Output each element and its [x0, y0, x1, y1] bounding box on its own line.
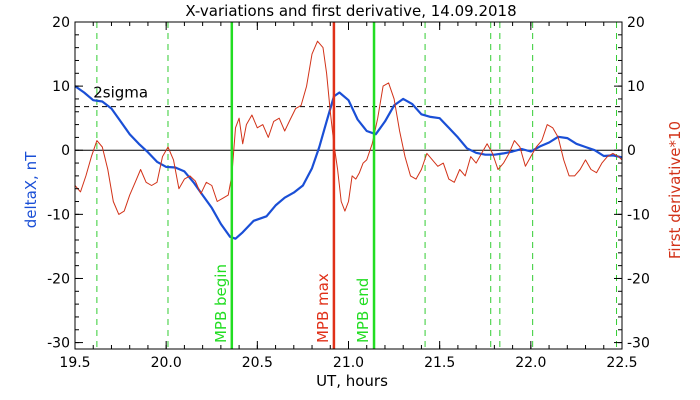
mpb-label-mpb-end: MPB end	[354, 278, 372, 343]
chart-title: X-variations and first derivative, 14.09…	[185, 2, 516, 20]
x-tick-label: 22.5	[606, 355, 637, 371]
mpb-label-mpb-max: MPB max	[314, 273, 332, 343]
y-tick-label-left: 10	[52, 79, 70, 95]
x-tick-label: 20.0	[151, 355, 182, 371]
y-tick-label-left: 20	[52, 15, 70, 31]
y-tick-label-left: -20	[47, 271, 70, 287]
y-tick-label-right: -20	[627, 271, 650, 287]
y-tick-label-right: -30	[627, 336, 650, 352]
mpb-label-mpb-begin: MPB begin	[212, 264, 230, 343]
x-tick-label: 21.0	[333, 355, 364, 371]
x-tick-label: 20.5	[242, 355, 273, 371]
plot-area: 2sigma MPB begin MPB max MPB end 19.5 20.0 20.…	[47, 15, 650, 371]
y-tick-label-left: 0	[61, 143, 70, 159]
y-tick-label-left: -30	[47, 336, 70, 352]
x-tick-label: 19.5	[59, 355, 90, 371]
x-tick-label: 21.5	[424, 355, 455, 371]
y-tick-label-left: -10	[47, 207, 70, 223]
x-axis-label: UT, hours	[316, 372, 388, 390]
y-tick-label-right: 20	[627, 15, 645, 31]
threshold-label: 2sigma	[93, 84, 148, 102]
y-axis-label-left: deltaX, nT	[22, 151, 40, 228]
series-deltaX-line	[74, 85, 623, 240]
y-tick-label-right: 0	[627, 143, 636, 159]
y-axis-label-right: First derivative*10	[666, 121, 684, 259]
series-derivative-line	[74, 40, 623, 215]
y-tick-label-right: 10	[627, 79, 645, 95]
x-tick-label: 22.0	[515, 355, 546, 371]
y-tick-label-right: -10	[627, 207, 650, 223]
plot-frame	[74, 21, 623, 350]
